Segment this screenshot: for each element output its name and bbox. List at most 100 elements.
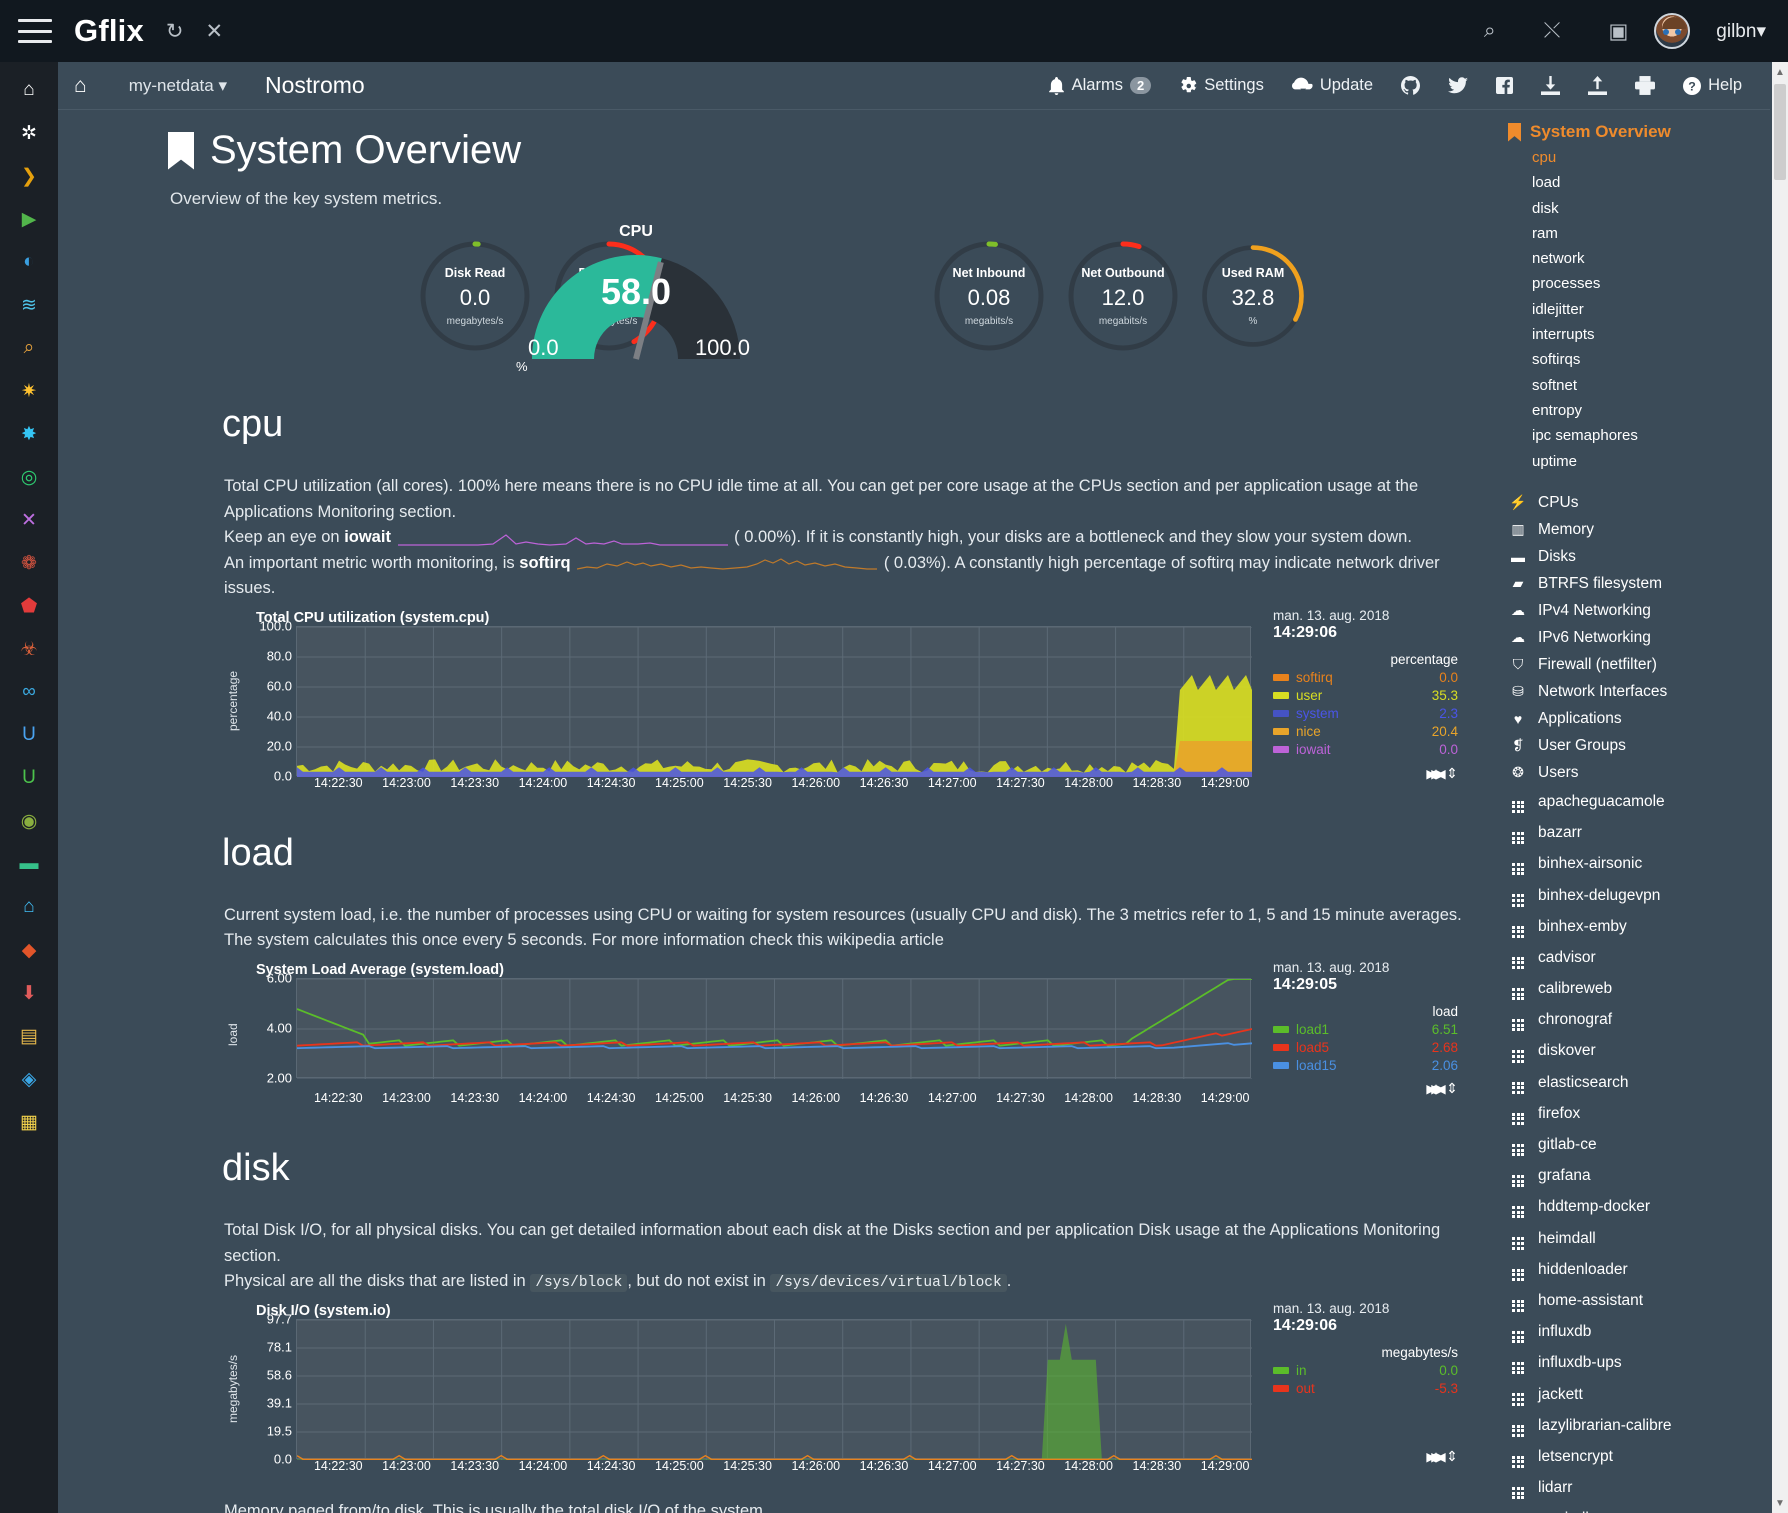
toc-container-hddtemp-docker[interactable]: hddtemp-docker bbox=[1508, 1196, 1770, 1219]
toc-section-firewall-netfilter-[interactable]: ⛉ Firewall (netfilter) bbox=[1508, 656, 1770, 674]
toc-subitem-network[interactable]: network bbox=[1532, 250, 1585, 268]
legend-row[interactable]: system 2.3 bbox=[1273, 706, 1458, 721]
deluge-icon[interactable]: ☣ bbox=[20, 638, 38, 660]
gauge-used-ram[interactable]: Used RAM 32.8% bbox=[1198, 241, 1308, 351]
legend-row[interactable]: load1 6.51 bbox=[1273, 1022, 1458, 1037]
unraid-icon[interactable]: U bbox=[22, 767, 36, 788]
nav-item-github[interactable] bbox=[1401, 76, 1421, 95]
zoom-in-button[interactable]: ＋ bbox=[1429, 768, 1443, 783]
gauge-net-inbound[interactable]: Net Inbound 0.08 megabits/s bbox=[930, 237, 1048, 355]
nav-item-export[interactable] bbox=[1588, 76, 1608, 95]
toc-active-section[interactable]: System Overview bbox=[1508, 122, 1770, 142]
unifi-icon[interactable]: U bbox=[22, 724, 36, 745]
play-button[interactable]: ▶ bbox=[1431, 1450, 1441, 1465]
influxdb-icon[interactable]: ◈ bbox=[21, 1068, 37, 1090]
reload-icon[interactable]: ↻ bbox=[165, 19, 184, 43]
toc-container-elasticsearch[interactable]: elasticsearch bbox=[1508, 1072, 1770, 1094]
scrollbar-thumb[interactable] bbox=[1774, 84, 1786, 180]
toc-section-users[interactable]: ❂ Users bbox=[1508, 764, 1770, 782]
toc-section-applications[interactable]: ♥ Applications bbox=[1508, 710, 1770, 728]
username-label[interactable]: gilbn▾ bbox=[1716, 20, 1766, 43]
play-button[interactable]: ▶ bbox=[1431, 767, 1441, 782]
toc-subitem-entropy[interactable]: entropy bbox=[1532, 401, 1583, 419]
chart-system-io[interactable]: Disk I/O (system.io) megabytes/s 0.0 19.5… bbox=[224, 1301, 1474, 1481]
resize-handle[interactable]: ⇕ bbox=[1446, 1080, 1458, 1097]
ombi-icon[interactable]: ❁ bbox=[21, 552, 37, 574]
toc-subitem-ram[interactable]: ram bbox=[1532, 224, 1558, 242]
toc-container-binhex-emby[interactable]: binhex-emby bbox=[1508, 916, 1770, 938]
toc-subitem-softirqs[interactable]: softirqs bbox=[1532, 351, 1581, 369]
home-assistant-icon[interactable]: ⌂ bbox=[23, 896, 35, 917]
mariadb-icon[interactable]: ◉ bbox=[20, 810, 38, 832]
toc-container-binhex-delugevpn[interactable]: binhex-delugevpn bbox=[1508, 884, 1770, 907]
radarr-icon[interactable]: ✷ bbox=[21, 380, 37, 402]
menu-icon[interactable] bbox=[18, 19, 52, 43]
legend-row[interactable]: in 0.0 bbox=[1273, 1363, 1458, 1378]
legend-row[interactable]: nice 20.4 bbox=[1273, 724, 1458, 739]
nav-item-twitter[interactable] bbox=[1448, 76, 1469, 95]
legend-row[interactable]: out -5.3 bbox=[1273, 1381, 1458, 1396]
gitlab-icon[interactable]: ◆ bbox=[21, 939, 37, 961]
zoom-out-button[interactable]: － bbox=[1429, 1451, 1443, 1466]
plot-area[interactable] bbox=[296, 977, 1252, 1079]
legend-row[interactable]: iowait 0.0 bbox=[1273, 742, 1458, 757]
play-button[interactable]: ▶ bbox=[1431, 1082, 1441, 1097]
emby-icon[interactable]: ▶ bbox=[21, 208, 37, 230]
download-icon[interactable]: ⬇ bbox=[21, 982, 37, 1004]
toc-container-lazylibrarian-calibre[interactable]: lazylibrarian-calibre bbox=[1508, 1415, 1770, 1437]
gauge-cpu[interactable]: CPU 58.0 0.0 100.0% bbox=[516, 223, 756, 374]
toc-container-heimdall[interactable]: heimdall bbox=[1508, 1227, 1770, 1250]
nav-item-help[interactable]: ? Help bbox=[1683, 76, 1742, 95]
close-icon[interactable]: ✕ bbox=[205, 19, 224, 43]
toc-subitem-cpu[interactable]: cpu bbox=[1532, 149, 1557, 166]
toc-container-calibreweb[interactable]: calibreweb bbox=[1508, 978, 1770, 1001]
home-icon[interactable]: ⌂ bbox=[23, 79, 35, 100]
toc-container-home-assistant[interactable]: home-assistant bbox=[1508, 1290, 1770, 1313]
nav-item-update[interactable]: Update bbox=[1291, 76, 1373, 95]
nav-item-settings[interactable]: Settings bbox=[1179, 76, 1264, 95]
toc-container-lidarr[interactable]: lidarr bbox=[1508, 1477, 1770, 1500]
airsonic-icon[interactable]: ◐ bbox=[23, 251, 35, 272]
plex-icon[interactable]: ❯ bbox=[21, 165, 37, 187]
toc-container-chronograf[interactable]: chronograf bbox=[1508, 1009, 1770, 1032]
zoom-out-button[interactable]: － bbox=[1429, 768, 1443, 783]
vertical-scrollbar[interactable]: ▲ ▼ bbox=[1772, 62, 1788, 1513]
forward-button[interactable]: ▶▶ bbox=[1426, 767, 1446, 782]
toc-subitem-disk[interactable]: disk bbox=[1532, 199, 1559, 217]
toc-subitem-softnet[interactable]: softnet bbox=[1532, 376, 1578, 394]
toc-container-binhex-airsonic[interactable]: binhex-airsonic bbox=[1508, 853, 1770, 876]
search-icon[interactable]: ⌕ bbox=[23, 337, 35, 358]
forward-button[interactable]: ▶▶ bbox=[1426, 1082, 1446, 1097]
toc-section-memory[interactable]: ▥ Memory bbox=[1508, 521, 1770, 539]
toc-section-ipv4-networking[interactable]: ☁ IPv4 Networking bbox=[1508, 602, 1770, 620]
toc-section-ipv6-networking[interactable]: ☁ IPv6 Networking bbox=[1508, 629, 1770, 647]
plot-area[interactable] bbox=[296, 1318, 1252, 1460]
nav-item-print[interactable] bbox=[1635, 76, 1656, 95]
toc-container-gitlab-ce[interactable]: gitlab-ce bbox=[1508, 1134, 1770, 1157]
toc-subitem-interrupts[interactable]: interrupts bbox=[1532, 326, 1595, 344]
shuffle-icon[interactable]: ⤬ bbox=[1543, 19, 1561, 42]
dashboard-scroll-area[interactable]: System Overview Overview of the key syst… bbox=[58, 110, 1770, 1513]
resize-handle[interactable]: ⇕ bbox=[1446, 1448, 1458, 1465]
toc-container-influxdb[interactable]: influxdb bbox=[1508, 1321, 1770, 1344]
chart-system-load[interactable]: System Load Average (system.load) load 2… bbox=[224, 960, 1474, 1113]
toc-container-grafana[interactable]: grafana bbox=[1508, 1165, 1770, 1188]
legend-row[interactable]: softirq 0.0 bbox=[1273, 670, 1458, 685]
resize-handle[interactable]: ⇕ bbox=[1446, 765, 1458, 782]
rewind-button[interactable]: ◀◀ bbox=[1426, 1082, 1446, 1097]
home-icon[interactable]: ⌂ bbox=[74, 73, 87, 97]
toc-section-disks[interactable]: ▬ Disks bbox=[1508, 548, 1770, 566]
legend-row[interactable]: user 35.3 bbox=[1273, 688, 1458, 703]
legend-row[interactable]: load15 2.06 bbox=[1273, 1058, 1458, 1073]
zoom-out-button[interactable]: － bbox=[1429, 1083, 1443, 1098]
bazarr-icon[interactable]: ✕ bbox=[21, 509, 37, 531]
search-icon[interactable]: ⌕ bbox=[1483, 19, 1496, 42]
lidarr-icon[interactable]: ◎ bbox=[20, 466, 38, 488]
toc-subitem-load[interactable]: load bbox=[1532, 174, 1561, 192]
toc-container-apacheguacamole[interactable]: apacheguacamole bbox=[1508, 791, 1770, 814]
toc-subitem-ipc-semaphores[interactable]: ipc semaphores bbox=[1532, 427, 1638, 445]
sabnzbd-icon[interactable]: ▦ bbox=[20, 1111, 38, 1133]
lazylibrarian-icon[interactable]: ▤ bbox=[20, 1025, 38, 1047]
toc-container-diskover[interactable]: diskover bbox=[1508, 1040, 1770, 1063]
toc-container-cadvisor[interactable]: cadvisor bbox=[1508, 947, 1770, 969]
